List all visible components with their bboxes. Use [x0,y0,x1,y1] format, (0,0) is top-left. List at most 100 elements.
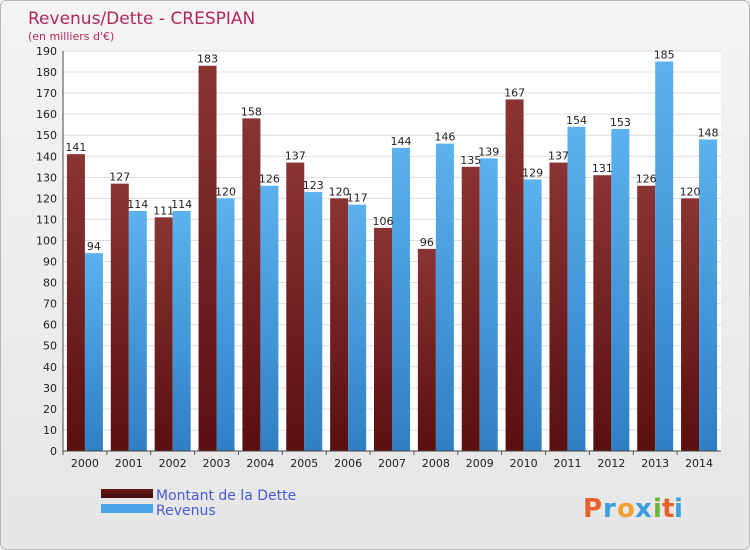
value-label-debt-2007: 106 [373,215,394,228]
bar-revenus-2012 [611,128,630,451]
bar-debt-2014 [681,198,700,451]
bar-debt-2011 [549,162,568,451]
value-label-revenus-2008: 146 [434,131,455,144]
value-label-debt-2009: 135 [460,154,481,167]
bar-debt-2005 [286,162,305,451]
bar-debt-2008 [417,248,436,451]
value-label-debt-2001: 127 [109,171,130,184]
bar-debt-2010 [505,99,524,451]
bar-revenus-2008 [435,143,454,451]
y-tick-label: 110 [36,213,57,226]
bar-debt-2002 [154,217,173,451]
logo-letter: r [603,494,616,524]
legend-swatch-debt [101,489,153,498]
value-label-debt-2002: 111 [153,204,174,217]
chart-title: Revenus/Dette - CRESPIAN [28,9,255,29]
value-label-revenus-2002: 114 [171,198,192,211]
y-tick-label: 90 [43,256,57,269]
bar-revenus-2013 [655,61,674,452]
bars [66,61,718,452]
y-tick-label: 20 [43,403,57,416]
bar-revenus-2010 [523,179,542,451]
x-tick-label: 2013 [641,457,669,470]
value-label-debt-2000: 141 [65,141,86,154]
x-tick-label: 2002 [159,457,187,470]
x-tick-label: 2001 [115,457,143,470]
y-tick-label: 100 [36,234,57,247]
value-label-debt-2006: 120 [329,185,350,198]
bar-debt-2012 [593,175,612,452]
x-tick-label: 2003 [203,457,231,470]
value-label-revenus-2010: 129 [522,166,543,179]
x-tick-label: 2008 [422,457,450,470]
y-tick-label: 130 [36,171,57,184]
y-tick-label: 120 [36,192,57,205]
bar-debt-2007 [374,227,392,451]
x-tick-label: 2006 [334,457,362,470]
y-tick-label: 160 [36,108,57,121]
value-label-revenus-2012: 153 [610,116,631,129]
x-tick-label: 2011 [553,457,581,470]
bar-debt-2003 [198,65,217,451]
legend-label-revenus: Revenus [156,503,216,519]
x-tick-labels: 2000 2001 2002 2003 2004 2005 2006 2007 2008 2009… [62,451,713,470]
x-tick-label: 2012 [597,457,625,470]
logo-letter: x [635,494,652,524]
logo-letter: i [653,494,662,524]
bar-revenus-2001 [128,211,147,451]
x-tick-label: 2000 [71,457,99,470]
bar-revenus-2005 [304,192,323,452]
value-label-debt-2008: 96 [420,236,434,249]
y-tick-label: 80 [43,277,57,290]
value-label-revenus-2013: 185 [654,49,675,62]
value-label-revenus-2004: 126 [259,173,280,186]
logo-letter: t [662,494,674,524]
y-tick-label: 180 [36,66,57,79]
logo-letter: o [617,494,635,524]
y-tick-label: 40 [43,361,57,374]
value-label-revenus-2000: 94 [87,240,101,253]
value-label-revenus-2005: 123 [303,179,324,192]
bar-debt-2013 [637,185,656,451]
legend-swatch-revenus [101,504,153,513]
legend: Montant de la Dette Revenus [101,488,296,519]
x-tick-label: 2004 [246,457,274,470]
y-tick-label: 30 [43,382,57,395]
y-tick-label: 70 [43,298,57,311]
value-label-debt-2013: 126 [636,173,657,186]
value-label-debt-2014: 120 [680,185,701,198]
logo-letter: i [674,494,683,524]
y-tick-label: 10 [43,424,57,437]
value-label-revenus-2011: 154 [566,114,587,127]
bar-revenus-2011 [567,126,586,451]
bar-revenus-2003 [216,198,235,451]
value-label-debt-2010: 167 [504,86,525,99]
axes [62,51,721,452]
bar-revenus-2000 [84,253,103,451]
value-label-revenus-2006: 117 [347,192,368,205]
value-label-revenus-2003: 120 [215,185,236,198]
value-label-debt-2004: 158 [241,105,262,118]
bar-revenus-2007 [392,147,410,451]
value-label-debt-2003: 183 [197,53,218,66]
y-tick-label: 190 [36,45,57,58]
x-tick-label: 2005 [290,457,318,470]
x-tick-label: 2009 [466,457,494,470]
value-label-revenus-2009: 139 [478,145,499,158]
value-label-debt-2005: 137 [285,150,306,163]
value-label-revenus-2014: 148 [698,126,719,139]
value-label-revenus-2001: 114 [127,198,148,211]
bar-debt-2006 [330,198,349,451]
x-tick-label: 2014 [685,457,713,470]
x-tick-label: 2007 [378,457,406,470]
y-tick-label: 0 [50,445,57,458]
bar-debt-2009 [461,166,480,451]
logo-letter: P [583,494,602,524]
chart-subtitle: (en milliers d'€) [28,30,114,43]
bar-debt-2004 [242,118,261,452]
bar-debt-2000 [66,154,85,451]
